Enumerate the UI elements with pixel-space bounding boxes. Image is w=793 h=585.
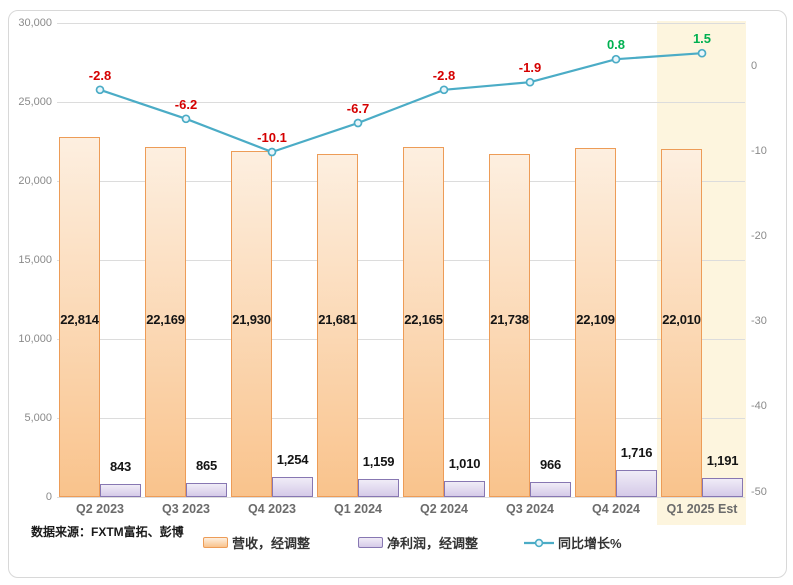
revenue-bar [145,147,186,497]
x-axis-category-label: Q2 2023 [76,502,124,516]
profit-bar [272,477,313,497]
revenue-bar [231,151,272,497]
growth-value-label: -10.1 [257,129,287,145]
profit-bar [444,481,485,497]
revenue-value-label: 22,814 [60,312,99,327]
profit-bar [100,484,141,497]
growth-value-label: 1.5 [692,31,712,47]
y-axis-tick-left: 15,000 [18,254,52,266]
gridline [57,22,745,24]
profit-value-label: 1,159 [362,454,395,469]
profit-bar [530,482,571,497]
growth-value-label: -2.8 [432,67,456,83]
legend-item-profit: 净利润，经调整 [358,533,478,552]
x-axis-category-label: Q1 2024 [334,502,382,516]
growth-value-label: -6.2 [174,96,198,112]
source-note: 数据来源：FXTM富拓、彭博 [31,525,184,539]
revenue-value-label: 22,109 [576,312,615,327]
legend-item-revenue: 营收，经调整 [203,533,310,552]
x-axis-category-label: Q1 2025 Est [666,502,738,516]
revenue-bar [317,154,358,497]
y-axis-tick-left: 20,000 [18,175,52,187]
legend-label-profit: 净利润，经调整 [387,536,479,551]
y-axis-tick-left: 25,000 [18,96,52,108]
profit-value-label: 966 [539,457,562,472]
revenue-value-label: 21,738 [490,312,529,327]
gridline [57,259,745,261]
y-axis-tick-left: 5,000 [24,412,52,424]
gridline [57,338,745,340]
profit-bar [702,478,743,497]
profit-bar [358,479,399,497]
growth-value-label: -6.7 [346,101,370,117]
y-axis-tick-right: -50 [751,485,767,498]
profit-value-label: 843 [109,459,132,474]
y-axis-tick-right: -40 [751,400,767,413]
revenue-value-label: 21,930 [232,312,271,327]
gridline [57,496,745,498]
revenue-value-label: 22,169 [146,312,185,327]
line-marker-icon [524,537,554,549]
profit-swatch-icon [358,537,383,548]
revenue-bar [489,154,530,497]
profit-value-label: 1,254 [276,452,309,467]
profit-value-label: 865 [195,458,218,473]
revenue-bar [403,147,444,497]
y-axis-tick-right: -30 [751,315,767,328]
x-axis-category-label: Q3 2023 [162,502,210,516]
revenue-bar [59,137,100,497]
y-axis-tick-right: -20 [751,230,767,243]
profit-value-label: 1,191 [706,453,739,468]
y-axis-tick-left: 30,000 [18,17,52,29]
growth-value-label: -1.9 [518,60,542,76]
revenue-value-label: 22,165 [404,312,443,327]
legend-label-growth: 同比增长% [558,536,622,551]
revenue-value-label: 22,010 [662,312,701,327]
profit-value-label: 1,716 [620,445,653,460]
growth-value-label: 0.8 [606,37,626,53]
profit-bar [186,483,227,497]
gridline [57,417,745,419]
revenue-bar [575,148,616,497]
gridline [57,180,745,182]
growth-value-label: -2.8 [88,67,112,83]
y-axis-tick-right: 0 [751,60,758,72]
x-axis-category-label: Q3 2024 [506,502,554,516]
legend-label-revenue: 营收，经调整 [232,536,311,551]
y-axis-tick-right: -10 [751,145,767,158]
legend-item-growth: 同比增长% [524,533,622,552]
profit-value-label: 1,010 [448,456,481,471]
revenue-swatch-icon [203,537,228,548]
profit-bar [616,470,657,497]
revenue-value-label: 21,681 [318,312,357,327]
x-axis-category-label: Q4 2024 [592,502,640,516]
y-axis-tick-left: 10,000 [18,333,52,345]
y-axis-tick-left: 0 [45,491,52,503]
x-axis-category-label: Q4 2023 [248,502,296,516]
x-axis-category-label: Q2 2024 [420,502,468,516]
